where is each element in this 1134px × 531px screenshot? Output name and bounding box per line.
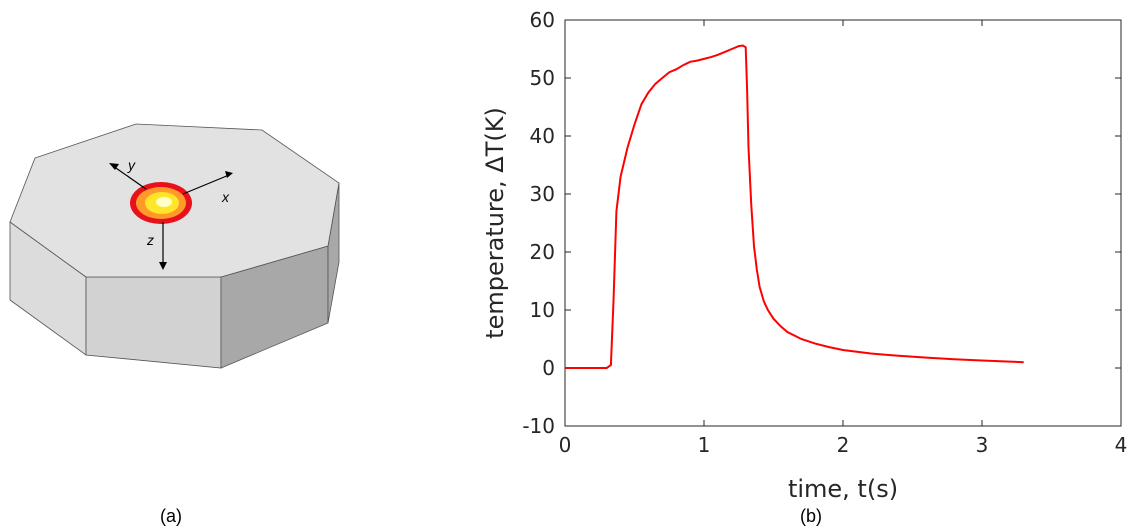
- x-tick-label: 3: [976, 433, 989, 457]
- y-tick-labels: -10 0 10 20 30 40 50 60: [522, 8, 555, 438]
- x-axis-arrow: [182, 174, 230, 195]
- x-axis-letter: x: [221, 189, 230, 205]
- y-tick-label: 40: [530, 124, 555, 148]
- z-axis-letter: z: [146, 232, 154, 248]
- y-ticks: [565, 19, 1121, 427]
- y-tick-label: 30: [530, 182, 555, 206]
- y-tick-label: 0: [542, 356, 555, 380]
- y-tick-label: 50: [530, 66, 555, 90]
- heat-spot: [130, 182, 192, 224]
- y-tick-label: 20: [530, 240, 555, 264]
- x-arrowhead: [225, 171, 233, 178]
- prism-side-front: [85, 276, 222, 369]
- coordinate-axes: [112, 165, 230, 265]
- y-axis-letter: y: [127, 157, 136, 173]
- y-axis-arrow: [112, 165, 147, 190]
- x-tick-label: 0: [559, 433, 572, 457]
- panel-label-a: (a): [160, 506, 182, 526]
- y-tick-label: -10: [522, 414, 555, 438]
- y-tick-label: 60: [530, 8, 555, 32]
- x-tick-label: 4: [1115, 433, 1128, 457]
- x-tick-labels: 0 1 2 3 4: [559, 433, 1128, 457]
- octagonal-prism-diagram: y x z: [9, 123, 340, 369]
- y-arrowhead: [109, 163, 119, 170]
- heat-spot-core: [156, 197, 172, 207]
- y-tick-label: 10: [530, 298, 555, 322]
- panel-label-b: (b): [800, 506, 822, 526]
- plot-frame: [564, 19, 1122, 427]
- x-tick-label: 1: [698, 433, 711, 457]
- temperature-series-line: [565, 44, 1024, 369]
- x-axis-title: time, t(s): [788, 475, 898, 503]
- y-axis-title: temperature, ΔT(K): [481, 107, 509, 339]
- x-ticks: [564, 20, 1122, 426]
- x-tick-label: 2: [837, 433, 850, 457]
- z-arrowhead: [159, 262, 167, 270]
